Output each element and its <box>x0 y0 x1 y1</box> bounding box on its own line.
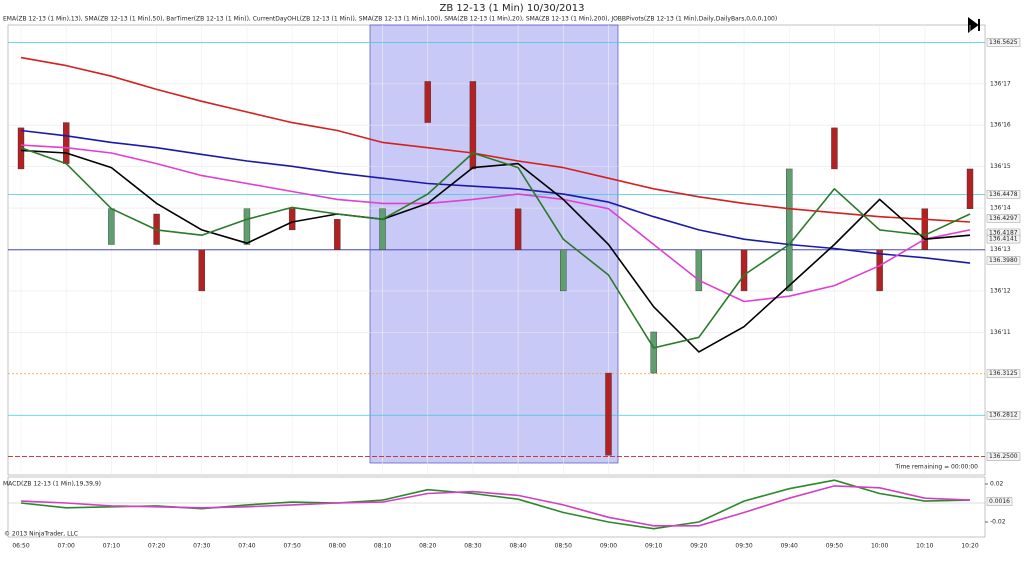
y-tick-label: 136'17 <box>990 80 1011 87</box>
x-tick-label: 07:20 <box>148 543 165 550</box>
price-label-box <box>986 452 1021 461</box>
candle <box>62 122 70 164</box>
copyright: © 2013 NinjaTrader, LLC <box>4 531 78 538</box>
price-label: 136.2500 <box>989 453 1018 460</box>
price-label-box <box>986 190 1021 199</box>
chart-title: ZB 12-13 (1 Min) 10/30/2013 <box>439 3 584 14</box>
x-tick-label: 10:20 <box>961 543 978 550</box>
candle <box>288 208 296 231</box>
price-label: 136.3980 <box>989 257 1018 264</box>
current-box <box>986 497 1013 506</box>
x-tick-label: 09:50 <box>826 543 843 550</box>
time-remaining: Time remaining = 00:00:00 <box>894 464 978 471</box>
current-label: 0.0016 <box>989 498 1010 505</box>
candle <box>560 249 567 292</box>
price-label: 136.5625 <box>989 39 1018 46</box>
price-label: 136.3125 <box>989 370 1018 377</box>
candle <box>786 168 793 292</box>
y-tick-label: 136'13 <box>990 246 1011 253</box>
y-tick-label: 136'14 <box>990 205 1011 212</box>
x-tick-label: 10:10 <box>916 543 933 550</box>
x-tick-label: 09:10 <box>645 543 662 550</box>
indicator-line <box>20 149 971 353</box>
indicator-list: EMA(ZB 12-13 (1 Min),13), SMA(ZB 12-13 (… <box>3 16 777 23</box>
candle <box>514 208 522 251</box>
x-tick-label: 07:30 <box>193 543 210 550</box>
y-tick-label: 136'12 <box>990 287 1011 294</box>
price-label: 136.4141 <box>989 236 1018 243</box>
price-label: 136.4187 <box>989 229 1018 236</box>
x-tick-label: 07:40 <box>238 543 255 550</box>
y-tick-label: 0.02 <box>990 480 1004 487</box>
x-tick-label: 09:40 <box>781 543 798 550</box>
indicator-line <box>20 144 971 303</box>
x-tick-label: 08:10 <box>374 543 391 550</box>
candle <box>605 372 612 456</box>
indicator-line <box>20 146 971 349</box>
candle <box>650 331 657 374</box>
candle <box>469 81 477 170</box>
highlight-region <box>369 24 619 464</box>
y-tick-label: 136'11 <box>990 329 1011 336</box>
candle <box>966 168 974 209</box>
y-tick-label: -0.02 <box>990 519 1006 526</box>
indicator-line <box>20 129 971 264</box>
price-label-box <box>986 369 1021 378</box>
x-tick-label: 09:30 <box>735 543 752 550</box>
x-tick-label: 08:30 <box>464 543 481 550</box>
x-tick-label: 08:40 <box>509 543 526 550</box>
indicator-line <box>20 56 971 223</box>
candle <box>695 249 703 292</box>
x-tick-label: 09:20 <box>690 543 707 550</box>
candle <box>876 249 883 292</box>
candle <box>740 249 748 292</box>
price-label-box <box>986 410 1021 420</box>
price-label-box <box>986 214 1021 223</box>
price-label-box <box>986 256 1021 265</box>
y-tick-label: 136'16 <box>990 122 1011 129</box>
x-tick-label: 09:00 <box>600 543 617 550</box>
x-tick-label: 08:50 <box>555 543 572 550</box>
macd-label: MACD(ZB 12-13 (1 Min),19,39,9) <box>3 481 101 488</box>
x-tick-label: 06:50 <box>12 543 29 550</box>
indicator-line <box>20 485 971 527</box>
x-tick-label: 07:10 <box>103 543 120 550</box>
price-label-box <box>986 38 1021 47</box>
x-tick-label: 08:00 <box>329 543 346 550</box>
candle <box>379 208 386 251</box>
play-button[interactable] <box>968 17 980 33</box>
x-tick-label: 07:50 <box>283 543 300 550</box>
candle <box>108 208 115 245</box>
candle <box>198 249 205 292</box>
x-tick-label: 10:00 <box>871 543 888 550</box>
x-tick-label: 08:20 <box>419 543 436 550</box>
price-label: 136.2812 <box>989 412 1018 419</box>
candle <box>334 219 341 251</box>
price-label: 136.4478 <box>989 191 1018 198</box>
x-tick-label: 07:00 <box>58 543 75 550</box>
price-label-box <box>986 234 1021 244</box>
macd-panel <box>7 476 986 538</box>
candle <box>243 208 251 245</box>
candle <box>831 127 838 170</box>
candle <box>424 81 431 123</box>
candle <box>921 208 929 251</box>
price-label: 136.4297 <box>989 215 1018 222</box>
y-tick-label: 136'15 <box>990 163 1011 170</box>
